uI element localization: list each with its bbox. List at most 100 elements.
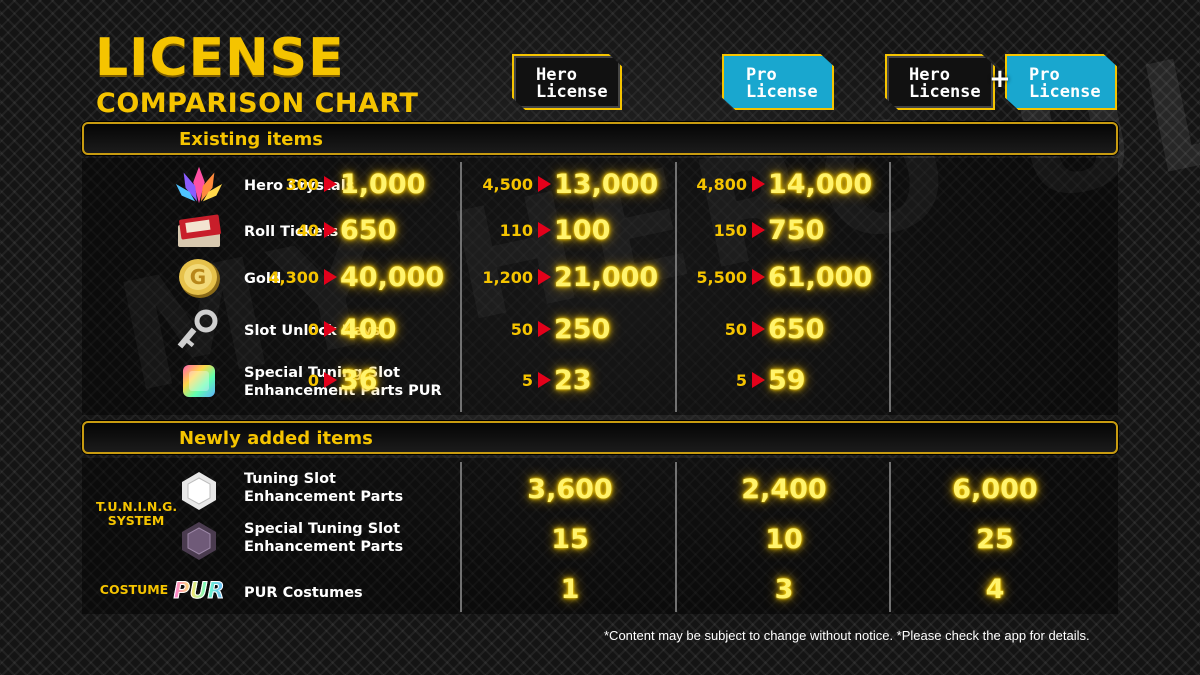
pro-license-value: 5 23 xyxy=(466,360,666,400)
increase-arrow-icon xyxy=(324,222,337,238)
increase-arrow-icon xyxy=(752,372,765,388)
section-header-existing: Existing items xyxy=(82,122,1118,155)
previous-amount: 4,800 xyxy=(696,174,747,194)
svg-text:G: G xyxy=(190,265,206,289)
new-amount: 400 xyxy=(340,313,397,345)
gold-coin-icon: G xyxy=(174,257,224,299)
hero-license-value: 15 xyxy=(551,524,589,555)
item-label: Special Tuning Slot Enhancement Parts xyxy=(244,521,404,555)
increase-arrow-icon xyxy=(324,176,337,192)
column-divider xyxy=(675,462,677,612)
previous-amount: 5 xyxy=(735,370,747,390)
combo-license-value: 5 59 xyxy=(680,360,880,400)
new-amount: 21,000 xyxy=(554,261,659,293)
combo-license-value: 150 750 xyxy=(680,210,880,250)
item-label: Gold xyxy=(244,271,282,287)
column-divider xyxy=(889,162,891,412)
previous-amount: 1,200 xyxy=(482,267,533,287)
increase-arrow-icon xyxy=(752,176,765,192)
previous-amount: 5 xyxy=(521,370,533,390)
hero-crystals-icon xyxy=(174,164,224,206)
pro-license-value: 50 250 xyxy=(466,309,666,349)
combo-license-value: 4 xyxy=(985,574,1005,605)
item-label: Slot Unlock Keys xyxy=(244,323,381,339)
new-amount: 36 xyxy=(340,364,378,396)
hero-license-label: Hero License xyxy=(536,65,608,102)
new-amount: 650 xyxy=(768,313,825,345)
increase-arrow-icon xyxy=(752,269,765,285)
existing-items-panel xyxy=(82,158,1118,415)
pro-license-value: 4,500 13,000 xyxy=(466,164,666,204)
hero-license-value: 3,600 xyxy=(527,474,613,505)
previous-amount: 5,500 xyxy=(696,267,747,287)
page-subtitle: COMPARISON CHART xyxy=(96,88,419,119)
pro-license-badge: Pro License xyxy=(722,54,834,110)
increase-arrow-icon xyxy=(538,372,551,388)
section-title-new: Newly added items xyxy=(179,428,373,449)
combo-license-value: 25 xyxy=(976,524,1014,555)
pro-license-value: 2,400 xyxy=(741,474,827,505)
combo-pro-license-label: Pro License xyxy=(1029,65,1101,102)
pur-costume-icon: PUR xyxy=(173,578,225,604)
section-title-existing: Existing items xyxy=(179,129,323,150)
previous-amount: 0 xyxy=(307,319,319,339)
increase-arrow-icon xyxy=(538,176,551,192)
previous-amount: 300 xyxy=(285,174,319,194)
previous-amount: 50 xyxy=(510,319,533,339)
previous-amount: 40 xyxy=(296,220,319,240)
previous-amount: 4,300 xyxy=(268,267,319,287)
combo-license-value: 5,500 61,000 xyxy=(680,257,880,297)
increase-arrow-icon xyxy=(324,269,337,285)
hero-license-value: 4,300 40,000 xyxy=(252,257,452,297)
tuning-parts-icon xyxy=(174,470,224,512)
slot-unlock-key-icon xyxy=(174,309,224,351)
combo-license-value: 6,000 xyxy=(952,474,1038,505)
previous-amount: 110 xyxy=(499,220,533,240)
column-divider xyxy=(460,462,462,612)
pro-license-value: 10 xyxy=(765,524,803,555)
previous-amount: 0 xyxy=(307,370,319,390)
special-tuning-parts-icon xyxy=(174,520,224,562)
combo-pro-license-badge: Pro License xyxy=(1005,54,1117,110)
pro-license-label: Pro License xyxy=(746,65,818,102)
combo-license-value: 50 650 xyxy=(680,309,880,349)
new-amount: 14,000 xyxy=(768,168,873,200)
footnote: *Content may be subject to change withou… xyxy=(604,628,1090,643)
column-divider xyxy=(460,162,462,412)
item-label: Roll Tickets xyxy=(244,224,339,240)
new-amount: 250 xyxy=(554,313,611,345)
new-items-panel xyxy=(82,458,1118,614)
new-amount: 100 xyxy=(554,214,611,246)
category-tuning-system: T.U.N.I.N.G. SYSTEM xyxy=(96,499,178,528)
increase-arrow-icon xyxy=(324,321,337,337)
increase-arrow-icon xyxy=(538,321,551,337)
increase-arrow-icon xyxy=(538,222,551,238)
new-amount: 13,000 xyxy=(554,168,659,200)
page-title: LICENSE xyxy=(95,28,345,88)
new-amount: 1,000 xyxy=(340,168,426,200)
hero-license-value: 1 xyxy=(560,574,580,605)
combo-license-value: 4,800 14,000 xyxy=(680,164,880,204)
new-amount: 750 xyxy=(768,214,825,246)
hero-license-value: 40 650 xyxy=(252,210,452,250)
new-amount: 61,000 xyxy=(768,261,873,293)
previous-amount: 4,500 xyxy=(482,174,533,194)
item-label: PUR Costumes xyxy=(244,585,363,601)
hero-license-value: 0 36 xyxy=(252,360,452,400)
hero-license-badge: Hero License xyxy=(512,54,622,110)
pro-license-value: 3 xyxy=(774,574,794,605)
new-amount: 40,000 xyxy=(340,261,445,293)
special-tuning-parts-pur-icon xyxy=(174,360,224,402)
hero-license-value: 300 1,000 xyxy=(252,164,452,204)
new-amount: 650 xyxy=(340,214,397,246)
previous-amount: 150 xyxy=(713,220,747,240)
roll-tickets-icon xyxy=(174,210,224,252)
hero-license-value: 0 400 xyxy=(252,309,452,349)
category-costume: COSTUME xyxy=(99,582,169,597)
new-amount: 23 xyxy=(554,364,592,396)
previous-amount: 50 xyxy=(724,319,747,339)
column-divider xyxy=(889,462,891,612)
section-header-new: Newly added items xyxy=(82,421,1118,454)
increase-arrow-icon xyxy=(752,321,765,337)
